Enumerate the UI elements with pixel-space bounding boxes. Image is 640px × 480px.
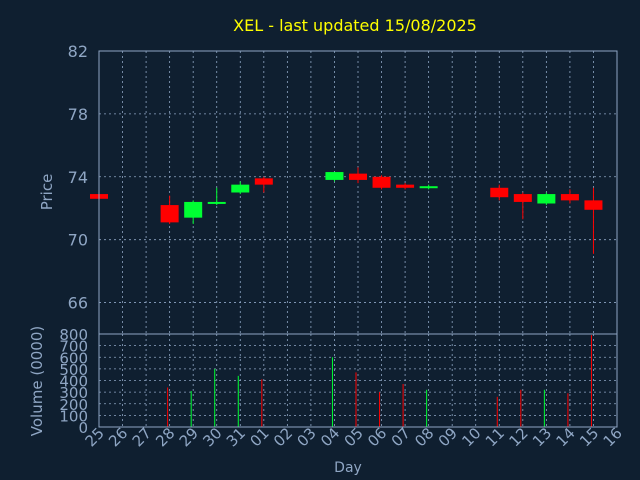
volume-y-tick-label: 300 [59, 384, 88, 402]
candle-body [207, 201, 226, 204]
candle-body [160, 205, 179, 223]
candle-body [584, 200, 603, 210]
x-axis-label: Day [334, 460, 362, 476]
price-y-tick-labels: 66 70 74 78 82 [68, 42, 88, 313]
price-y-tick-label: 78 [68, 105, 88, 124]
volume-y-tick-label: 200 [59, 396, 88, 414]
volume-y-tick-label: 100 [59, 407, 88, 425]
candle-body [537, 194, 556, 204]
price-y-tick-label: 66 [68, 294, 88, 313]
chart-title: XEL - last updated 15/08/2025 [233, 16, 477, 35]
candle-body [325, 172, 344, 180]
candle-body [419, 186, 438, 189]
candle-body [490, 187, 509, 198]
price-candles [90, 167, 603, 254]
volume-y-tick-label: 600 [59, 349, 88, 367]
volume-axis-label: Volume (0000) [28, 326, 46, 436]
volume-plot-frame [98, 333, 618, 428]
candle-body [254, 178, 273, 185]
price-y-tick-label: 82 [68, 42, 88, 61]
price-axis-label: Price [38, 174, 56, 211]
price-y-tick-label: 70 [68, 231, 88, 250]
volume-y-tick-label: 800 [59, 326, 88, 344]
candle-body [184, 201, 203, 218]
price-y-tick-label: 74 [68, 168, 88, 187]
candle-body [349, 173, 367, 180]
candle-body [231, 184, 250, 193]
candle-body [560, 194, 579, 201]
price-panel: 66 70 74 78 82 Price [38, 42, 618, 335]
volume-y-tick-label: 700 [59, 338, 88, 356]
volume-y-tick-label: 500 [59, 361, 88, 379]
x-tick-labels: 2526272829303101020304050607080910111213… [82, 424, 626, 450]
candle-body [372, 176, 391, 188]
volume-bars [167, 335, 592, 427]
volume-y-tick-label: 0 [78, 419, 88, 437]
candle-body [513, 194, 532, 202]
volume-y-tick-label: 400 [59, 373, 88, 391]
candle-body [396, 184, 415, 188]
